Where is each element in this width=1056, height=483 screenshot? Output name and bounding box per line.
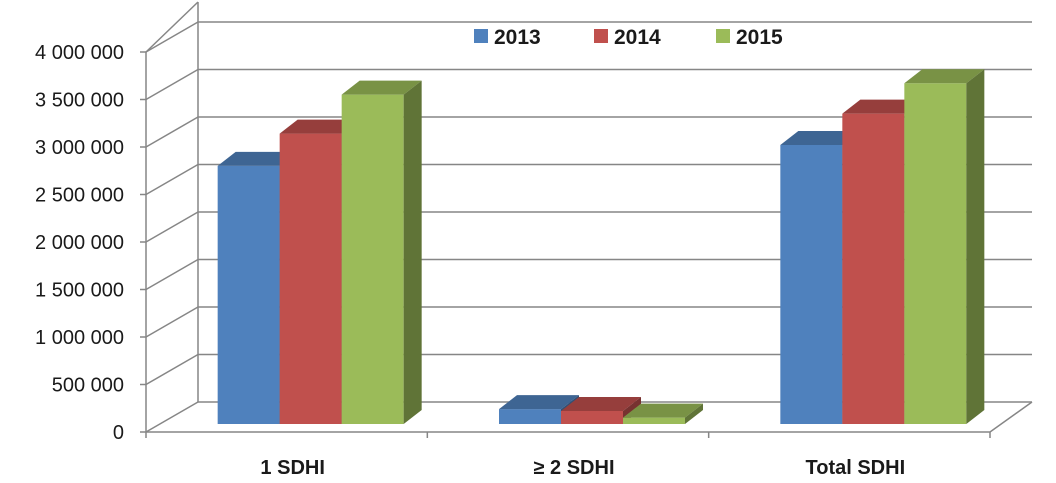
bar-front: [842, 113, 905, 425]
bar-top: [279, 119, 360, 134]
gridline-side: [145, 116, 199, 148]
x-category-label: Total SDHI: [806, 457, 906, 479]
y-tick-label: 2 500 000: [35, 185, 124, 207]
bar-top: [499, 395, 579, 410]
bar-top: [217, 151, 298, 166]
gridline-side: [145, 401, 199, 433]
bar-2015-2: [904, 69, 985, 424]
bar-top: [341, 80, 422, 95]
legend-swatch: [594, 29, 608, 43]
bar-front: [904, 83, 967, 424]
bar-2014-1: [561, 397, 641, 424]
gridline-side: [145, 211, 199, 243]
bar-top: [623, 403, 703, 418]
top-side-edge: [145, 1, 199, 53]
bar-side: [966, 69, 985, 424]
legend-label: 2015: [736, 26, 783, 49]
bar-top: [780, 131, 861, 145]
bar-front: [623, 417, 685, 424]
bar-side: [403, 80, 422, 425]
bars: [217, 69, 985, 425]
gridline-side: [145, 258, 199, 291]
bar-2015-0: [341, 80, 422, 425]
x-category-label: 1 SDHI: [260, 457, 324, 479]
legend-label: 2014: [614, 26, 661, 49]
y-tick-label: 1 000 000: [35, 327, 124, 349]
bar-top: [842, 99, 923, 114]
x-category-label: ≥ 2 SDHI: [534, 457, 615, 479]
gridline-side: [145, 353, 199, 386]
bar-front: [279, 133, 342, 424]
y-axis-tick-labels: 0 500 000 1 000 000 1 500 000 2 000 000 2 500…: [35, 42, 124, 444]
bar-front: [561, 411, 623, 424]
y-tick-label: 500 000: [52, 375, 124, 397]
y-tick-label: 0: [113, 422, 124, 444]
legend-item-2014: 2014: [594, 26, 661, 49]
x-axis-category-labels: 1 SDHI ≥ 2 SDHI Total SDHI: [260, 457, 905, 479]
gridline-side: [145, 21, 199, 53]
y-tick-label: 3 000 000: [35, 137, 124, 159]
bar-2015-1: [623, 403, 703, 424]
legend-swatch: [474, 29, 488, 43]
y-tick-label: 1 500 000: [35, 280, 124, 302]
legend-item-2015: 2015: [716, 26, 783, 49]
bar-front: [499, 409, 561, 424]
bar-front: [341, 94, 404, 425]
y-tick-label: 4 000 000: [35, 42, 124, 64]
legend-label: 2013: [494, 26, 541, 49]
bar-top: [561, 397, 641, 411]
bar-front: [780, 145, 843, 424]
bar-top: [904, 69, 985, 84]
bar-front: [217, 165, 280, 424]
gridline-side: [145, 306, 199, 338]
legend-item-2013: 2013: [474, 26, 541, 49]
y-tick-label: 2 000 000: [35, 232, 124, 254]
y-tick-label: 3 500 000: [35, 90, 124, 112]
bar-side: [685, 403, 703, 424]
legend-swatch: [716, 29, 730, 43]
gridline-side: [145, 163, 199, 196]
legend: 2013 2014 2015: [474, 26, 783, 49]
gridline-side: [145, 68, 199, 101]
